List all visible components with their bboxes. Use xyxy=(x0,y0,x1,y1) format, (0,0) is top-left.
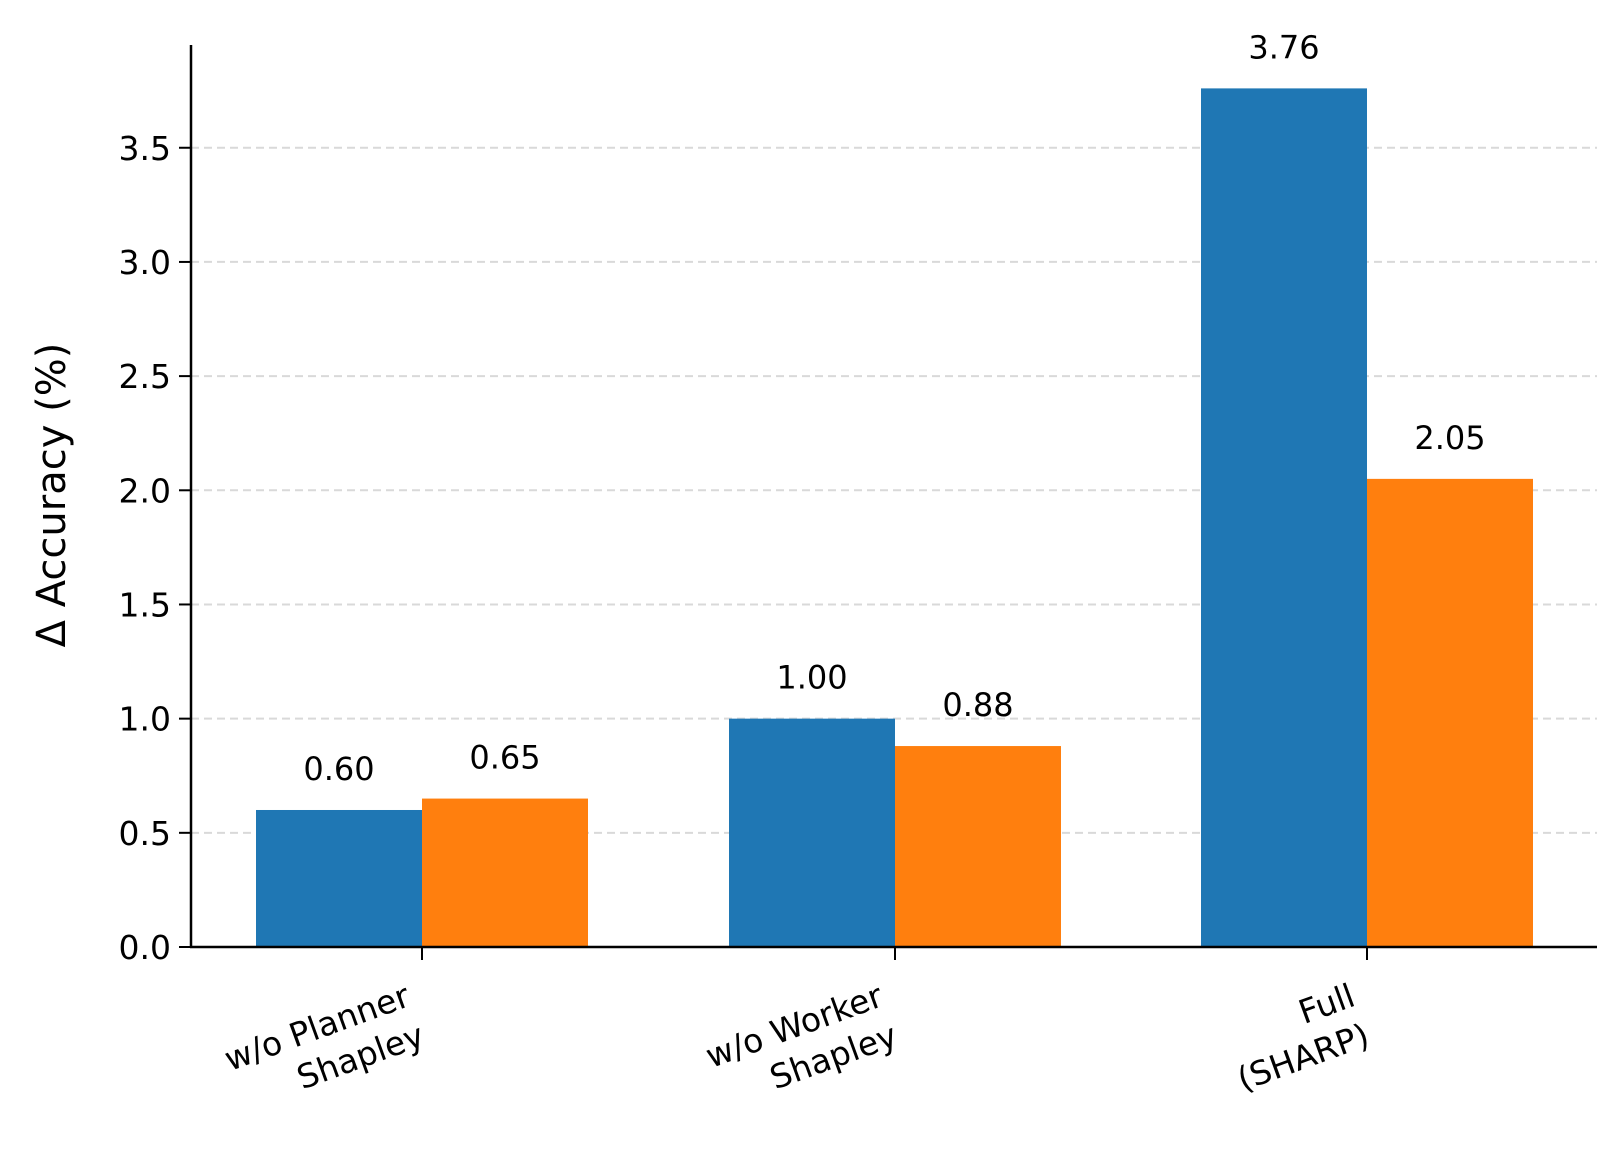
y-tick-label: 1.5 xyxy=(119,585,171,624)
bars xyxy=(256,88,1533,948)
x-category-label: w/o PlannerShapley xyxy=(219,976,429,1119)
y-tick-label: 3.0 xyxy=(119,243,171,282)
bar xyxy=(1201,88,1367,948)
bar-value-label: 0.88 xyxy=(942,686,1013,724)
x-category-label-line: (SHARP) xyxy=(1232,1015,1374,1098)
x-category-label: w/o WorkerShapley xyxy=(701,976,903,1116)
y-axis-title: Δ Accuracy (%) xyxy=(29,343,75,648)
bar xyxy=(895,746,1061,947)
y-tick-label: 0.0 xyxy=(119,928,171,967)
bar-value-label: 3.76 xyxy=(1248,28,1319,66)
bar xyxy=(729,718,895,947)
y-tick-label: 2.5 xyxy=(119,357,171,396)
grid-lines xyxy=(191,146,1597,834)
bar xyxy=(1367,478,1533,947)
bar-value-label: 0.65 xyxy=(469,739,540,777)
x-category-label: Full(SHARP) xyxy=(1218,976,1374,1099)
y-tick-label: 3.5 xyxy=(119,129,171,168)
bar-value-label: 0.60 xyxy=(303,750,374,788)
bar-value-label: 1.00 xyxy=(776,659,847,697)
bar-value-label: 2.05 xyxy=(1414,419,1485,457)
y-tick-label: 1.0 xyxy=(119,700,171,739)
y-tick-label: 0.5 xyxy=(119,814,171,853)
bar xyxy=(422,798,588,947)
bar xyxy=(256,809,422,947)
axes xyxy=(179,45,1597,960)
y-tick-label: 2.0 xyxy=(119,471,171,510)
